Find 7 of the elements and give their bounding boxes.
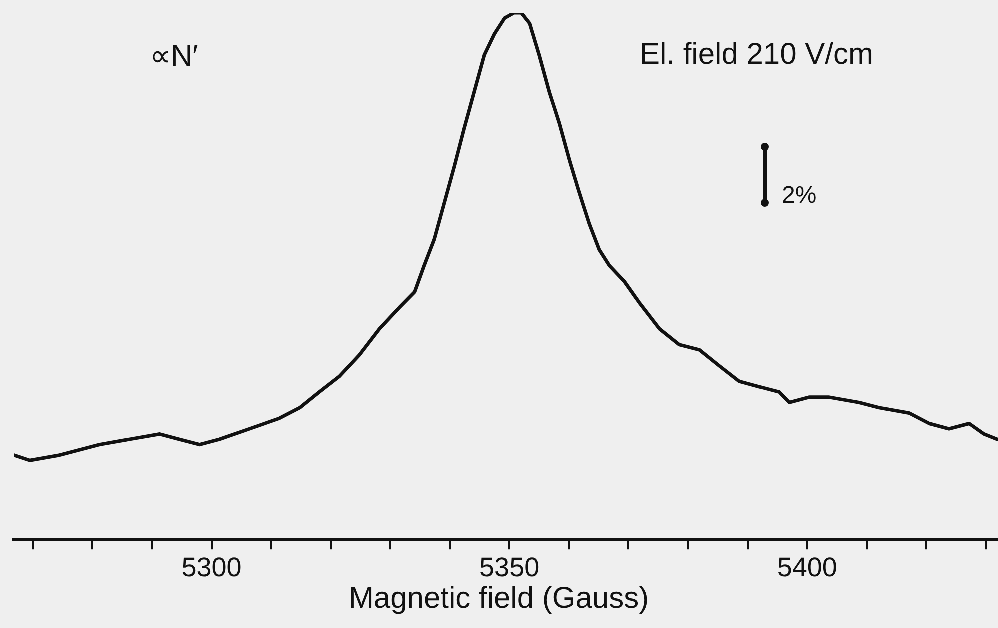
annotation: 2% <box>782 182 817 210</box>
x-tick-label: 5350 <box>480 552 540 582</box>
annotation: ∝N′ <box>150 39 198 74</box>
x-axis-title: Magnetic field (Gauss) <box>348 582 650 616</box>
x-tick-label: 5400 <box>777 552 838 582</box>
x-tick-label: 5300 <box>182 552 242 582</box>
annotation: El. field 210 V/cm <box>640 38 874 72</box>
